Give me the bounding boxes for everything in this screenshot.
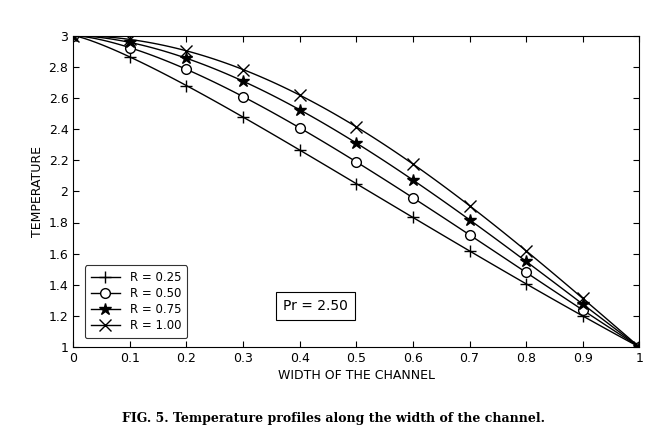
Legend: R = 0.25, R = 0.50, R = 0.75, R = 1.00: R = 0.25, R = 0.50, R = 0.75, R = 1.00 [85, 265, 187, 338]
R = 1.00 [330, 111, 338, 116]
R = 0.50 [466, 232, 474, 238]
R = 0.25 [330, 167, 338, 173]
Y-axis label: TEMPERATURE: TEMPERATURE [31, 146, 45, 237]
R = 1.00 [109, 35, 117, 40]
R = 0.25 [109, 47, 117, 52]
R = 0.25 [409, 215, 417, 220]
R = 1.00 [69, 33, 77, 38]
R = 0.50 [494, 251, 502, 256]
R = 0.25 [635, 344, 643, 350]
R = 1.00 [210, 57, 218, 62]
R = 0.50 [330, 146, 338, 151]
R = 0.25 [69, 33, 77, 38]
R = 0.50 [109, 40, 117, 45]
R = 0.75 [330, 126, 338, 132]
R = 0.50 [409, 195, 417, 200]
R = 0.75 [409, 178, 417, 183]
Text: Pr = 2.50: Pr = 2.50 [282, 299, 348, 313]
R = 1.00 [409, 162, 417, 167]
R = 0.25 [494, 265, 502, 270]
R = 0.75 [109, 36, 117, 42]
Text: FIG. 5. Temperature profiles along the width of the channel.: FIG. 5. Temperature profiles along the w… [121, 412, 545, 425]
R = 0.75 [494, 238, 502, 243]
R = 0.75 [635, 344, 643, 350]
X-axis label: WIDTH OF THE CHANNEL: WIDTH OF THE CHANNEL [278, 369, 435, 382]
R = 0.25 [210, 98, 218, 104]
Line: R = 0.50: R = 0.50 [69, 31, 644, 352]
R = 0.75 [69, 33, 77, 38]
R = 0.75 [466, 217, 474, 222]
R = 0.50 [210, 80, 218, 85]
R = 0.75 [210, 66, 218, 72]
Line: R = 0.75: R = 0.75 [67, 29, 645, 353]
R = 0.25 [466, 248, 474, 254]
R = 0.50 [69, 33, 77, 38]
R = 1.00 [466, 203, 474, 208]
R = 1.00 [635, 344, 643, 350]
R = 0.50 [635, 344, 643, 350]
Line: R = 1.00: R = 1.00 [68, 30, 645, 352]
R = 1.00 [494, 225, 502, 231]
Line: R = 0.25: R = 0.25 [67, 29, 645, 353]
